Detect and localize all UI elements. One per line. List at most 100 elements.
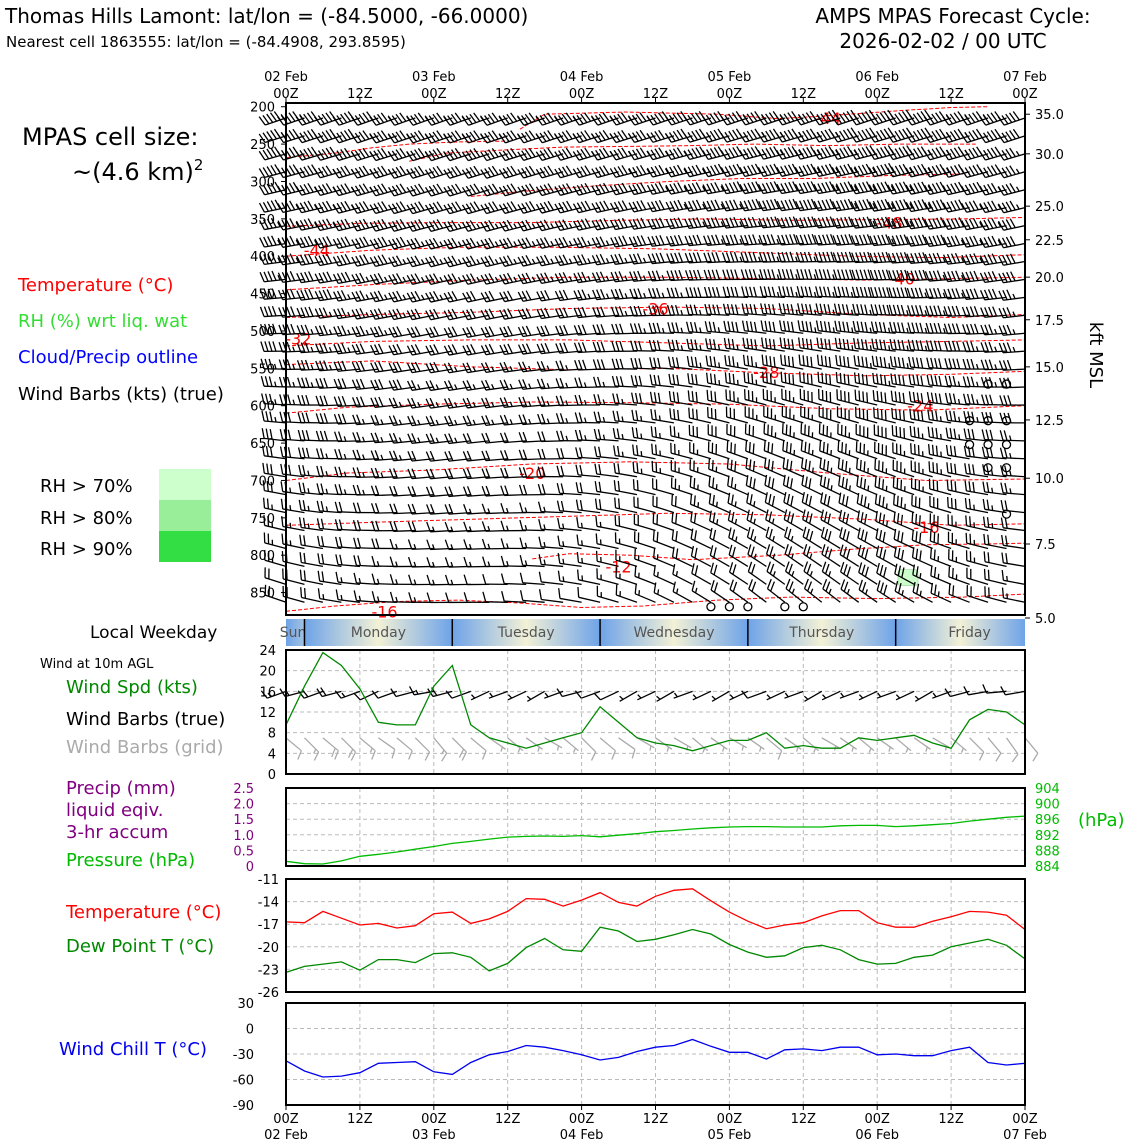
barb-flag bbox=[683, 133, 691, 143]
barb-flag bbox=[443, 222, 451, 232]
barb-flag bbox=[572, 168, 580, 178]
barb-flag bbox=[814, 269, 819, 280]
upper-air-wind-barb bbox=[536, 307, 564, 320]
barb-flag bbox=[634, 566, 637, 577]
barb-flag bbox=[469, 149, 477, 159]
barb-flag bbox=[351, 326, 358, 337]
barb-shaft bbox=[745, 433, 767, 442]
barb-flag bbox=[614, 271, 620, 282]
barb-flag bbox=[787, 528, 792, 540]
barb-flag bbox=[832, 235, 838, 246]
barb-flag bbox=[748, 234, 753, 245]
barb-half-flag bbox=[624, 275, 628, 281]
barb-half-flag bbox=[398, 419, 403, 425]
barb-flag bbox=[429, 309, 436, 320]
barb-flag bbox=[636, 480, 639, 491]
barb-flag bbox=[339, 554, 343, 565]
barb-flag bbox=[297, 429, 302, 441]
barb-flag bbox=[688, 218, 694, 229]
barb-flag bbox=[462, 274, 469, 285]
barb-flag bbox=[480, 327, 487, 338]
upper-air-wind-barb bbox=[425, 219, 453, 232]
barb-flag bbox=[632, 184, 639, 194]
upper-air-wind-barb bbox=[388, 397, 416, 409]
barb-half-flag bbox=[809, 570, 813, 577]
barb-flag bbox=[544, 290, 550, 300]
upper-air-wind-barb bbox=[613, 480, 638, 496]
barb-half-flag bbox=[735, 536, 738, 542]
barb-flag bbox=[336, 115, 344, 125]
barb-flag bbox=[760, 320, 764, 331]
barb-flag bbox=[277, 289, 284, 300]
barb-flag bbox=[728, 165, 735, 176]
barb-shaft bbox=[783, 484, 804, 496]
barb-flag bbox=[748, 251, 753, 263]
barb-half-flag bbox=[513, 241, 518, 247]
barb-flag bbox=[336, 255, 343, 266]
barb-flag bbox=[340, 254, 347, 265]
barb-shaft bbox=[837, 416, 859, 424]
barb-flag bbox=[635, 131, 643, 141]
barb-flag bbox=[500, 520, 505, 531]
barb-flag bbox=[389, 521, 394, 532]
barb-flag bbox=[696, 252, 702, 263]
barb-shaft bbox=[578, 439, 601, 442]
barb-flag bbox=[304, 306, 310, 318]
barb-flag bbox=[502, 168, 510, 178]
upper-air-wind-barb bbox=[648, 339, 675, 352]
barb-half-flag bbox=[643, 310, 647, 316]
upper-air-wind-barb bbox=[406, 183, 434, 197]
barb-flag bbox=[303, 236, 310, 247]
barb-flag bbox=[377, 325, 384, 336]
barb-flag bbox=[540, 343, 546, 354]
barb-flag bbox=[350, 134, 359, 144]
barb-flag bbox=[802, 372, 805, 383]
barb-flag bbox=[728, 148, 735, 158]
upper-air-wind-barb bbox=[371, 591, 397, 603]
barb-flag bbox=[522, 414, 528, 425]
upper-air-wind-barb bbox=[556, 430, 582, 442]
barb-flag bbox=[687, 132, 695, 142]
barb-flag bbox=[336, 202, 344, 213]
barb-flag bbox=[392, 397, 399, 408]
barb-half-flag bbox=[431, 544, 435, 550]
barb-flag bbox=[277, 133, 285, 143]
barb-half-flag bbox=[494, 223, 499, 229]
barb-flag bbox=[705, 338, 709, 349]
barb-flag bbox=[691, 113, 699, 123]
upper-air-wind-barb bbox=[742, 354, 767, 370]
barb-flag bbox=[262, 462, 265, 474]
barb-flag bbox=[611, 341, 616, 352]
barb-flag bbox=[429, 486, 435, 497]
barb-flag bbox=[745, 286, 749, 297]
barb-half-flag bbox=[835, 185, 839, 191]
barb-flag bbox=[739, 150, 746, 160]
barb-flag bbox=[763, 286, 768, 297]
barb-flag bbox=[466, 415, 472, 426]
barb-flag bbox=[688, 407, 691, 419]
wind10m-label: Wind at 10m AGL bbox=[40, 657, 154, 672]
barb-shaft bbox=[653, 557, 675, 568]
barb-shaft bbox=[764, 467, 786, 478]
barb-flag bbox=[842, 511, 846, 523]
upper-air-wind-barb bbox=[596, 568, 619, 585]
rh-legend-70: RH > 70% bbox=[40, 476, 133, 497]
barb-flag bbox=[538, 571, 542, 583]
barb-flag bbox=[499, 362, 505, 373]
barb-flag bbox=[418, 201, 425, 211]
barb-half-flag bbox=[417, 384, 421, 390]
barb-flag bbox=[798, 183, 805, 194]
barb-flag bbox=[336, 238, 343, 248]
barb-flag bbox=[322, 324, 329, 336]
barb-flag bbox=[314, 186, 321, 196]
barb-flag bbox=[374, 414, 380, 425]
barb-flag bbox=[577, 254, 583, 265]
upper-air-wind-barb bbox=[782, 440, 804, 460]
barb-flag bbox=[807, 581, 813, 592]
barb-flag bbox=[352, 449, 358, 460]
barb-half-flag bbox=[292, 381, 296, 388]
barb-flag bbox=[355, 379, 362, 390]
upper-air-wind-barb bbox=[574, 359, 601, 371]
barb-flag bbox=[740, 252, 745, 263]
upper-air-wind-barb bbox=[261, 428, 287, 442]
